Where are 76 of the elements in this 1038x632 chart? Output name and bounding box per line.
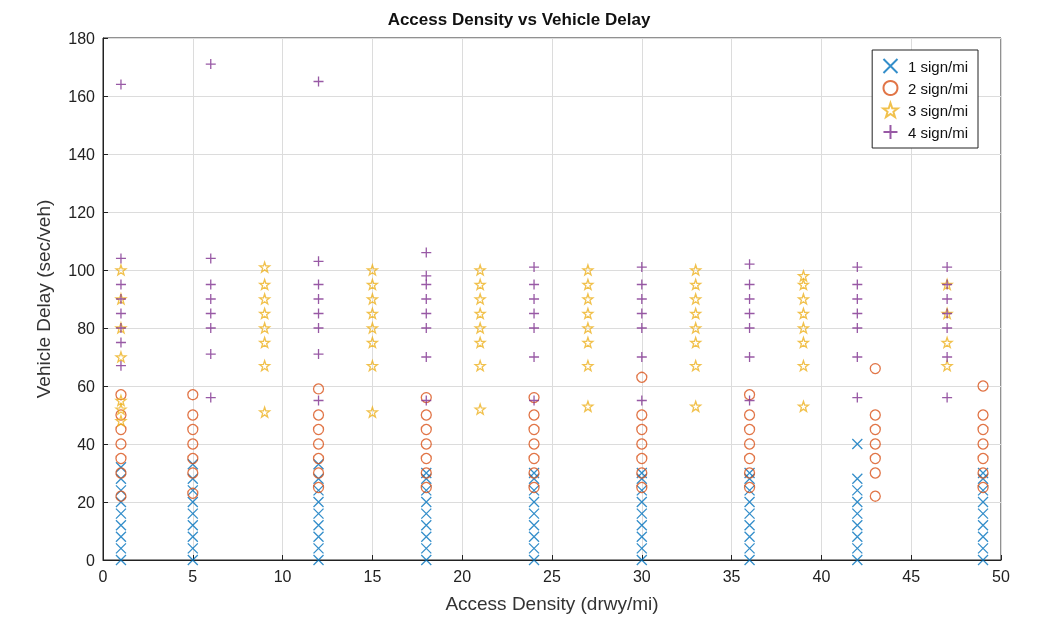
point [258,307,271,320]
point [582,264,594,276]
point [474,293,486,305]
point [115,415,127,427]
point [258,261,271,273]
point [474,278,486,291]
y-tick-label: 140 [68,145,96,163]
point [366,336,379,349]
point [366,264,379,276]
point [797,400,810,412]
point [690,322,702,334]
point [474,336,486,349]
point [690,264,702,276]
x-tick-label: 5 [188,567,198,585]
point [582,278,594,291]
y-tick-label: 160 [68,87,96,105]
y-tick-label: 100 [68,261,96,279]
point [690,293,702,305]
point [690,307,702,320]
point [797,336,810,349]
point [115,351,127,363]
x-tick-label: 20 [453,567,472,585]
y-axis-title: Vehicle Delay (sec/veh) [33,199,54,399]
point [474,307,486,320]
point [366,293,379,305]
point [582,293,594,305]
point [582,400,594,412]
point [690,400,702,412]
point [582,307,594,320]
point [797,278,810,291]
point [258,278,271,291]
x-tick-label: 45 [902,567,921,585]
point [797,307,810,320]
point [797,322,810,334]
point [258,336,271,349]
point [941,336,953,349]
y-tick-label: 40 [77,435,96,453]
point [582,336,594,349]
chart-title: Access Density vs Vehicle Delay [387,10,651,29]
y-tick-label: 20 [77,493,96,511]
point [366,322,379,334]
x-tick-label: 10 [273,567,292,585]
y-tick-label: 0 [86,551,96,569]
point [366,307,379,320]
point [474,264,486,276]
point [366,278,379,291]
point [115,264,127,276]
point [797,270,810,282]
point [690,278,702,291]
x-tick-label: 30 [632,567,651,585]
point [115,403,127,415]
point [474,403,486,415]
point [690,336,702,349]
point [258,322,271,334]
legend-label: 4 sign/mi [907,123,969,141]
y-tick-label: 120 [68,203,96,221]
point [582,322,594,334]
x-tick-label: 40 [812,567,831,585]
y-tick-label: 180 [68,29,96,47]
y-tick-label: 80 [77,319,96,337]
x-tick-label: 50 [992,567,1010,585]
x-tick-label: 15 [363,567,382,585]
x-tick-label: 25 [543,567,561,585]
point [474,322,486,334]
point [366,406,379,418]
x-axis-title: Access Density (drwy/mi) [445,593,659,614]
legend-label: 2 sign/mi [907,79,969,97]
point [115,394,127,407]
legend-label: 3 sign/mi [907,101,969,119]
x-tick-label: 35 [722,567,741,585]
point [258,406,271,418]
legend-label: 1 sign/mi [907,57,969,75]
y-tick-label: 60 [77,377,96,395]
point [797,293,810,305]
point [258,293,271,305]
x-tick-label: 0 [98,567,108,585]
